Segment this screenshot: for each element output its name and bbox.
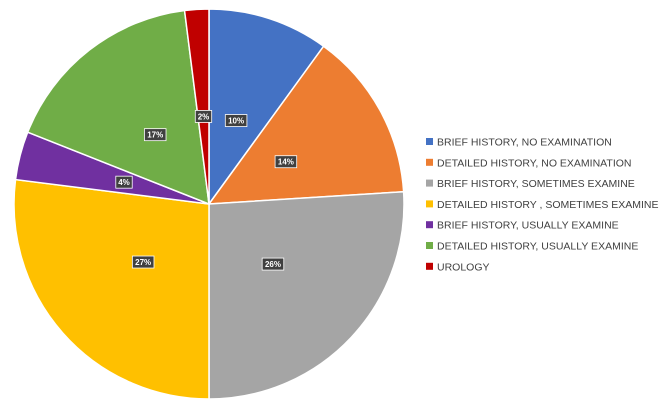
pie-slice-brief-history-no-examination — [208, 8, 325, 207]
data-label-text: 26% — [265, 260, 281, 269]
data-label-text: 2% — [198, 112, 210, 121]
legend-label: DETAILED HISTORY, NO EXAMINATION — [437, 157, 632, 169]
data-label-text: 10% — [228, 117, 244, 126]
legend-swatch — [426, 242, 433, 249]
data-label-brief-history-no-examination: 10% — [224, 114, 248, 127]
legend-swatch — [426, 262, 433, 270]
slice-labels: 10% 14% 26% 27% 4% 17% 2% — [115, 110, 298, 271]
data-label-text: 4% — [118, 178, 130, 187]
data-label-urology: 2% — [194, 110, 213, 123]
data-label-box — [274, 155, 298, 169]
legend-item-detailed-history-usually-examine: DETAILED HISTORY, USUALLY EXAMINE — [426, 241, 638, 253]
legend-item-detailed-history-no-examination: DETAILED HISTORY, NO EXAMINATION — [426, 157, 632, 169]
pie-slices — [13, 8, 405, 400]
legend-swatch — [426, 221, 433, 229]
legend-swatch — [426, 138, 433, 145]
pie-slice-detailed-history-sometimes-examine — [13, 178, 210, 400]
data-label-text: 27% — [135, 258, 151, 267]
data-label-brief-history-sometimes-examine: 26% — [261, 257, 285, 271]
pie-slice-detailed-history-usually-examine — [26, 9, 210, 206]
legend-label: BRIEF HISTORY, SOMETIMES EXAMINE — [437, 178, 635, 190]
legend-item-urology: UROLOGY — [426, 261, 490, 273]
data-label-detailed-history-sometimes-examine: 27% — [131, 255, 155, 269]
legend-item-detailed-history-sometimes-examine: DETAILED HISTORY , SOMETIMES EXAMINE — [426, 199, 659, 211]
legend-label: BRIEF HISTORY, NO EXAMINATION — [437, 137, 612, 149]
legend-swatch — [426, 200, 433, 208]
data-label-brief-history-usually-examine: 4% — [115, 175, 133, 189]
legend-label: DETAILED HISTORY, USUALLY EXAMINE — [437, 241, 638, 253]
legend: BRIEF HISTORY, NO EXAMINATION DETAILED HI… — [426, 137, 659, 273]
data-label-box — [224, 114, 248, 127]
data-label-box — [144, 128, 167, 142]
legend-label: UROLOGY — [437, 261, 490, 273]
legend-item-brief-history-sometimes-examine: BRIEF HISTORY, SOMETIMES EXAMINE — [426, 178, 635, 190]
pie-slice-detailed-history-no-examination — [207, 45, 405, 205]
legend-label: BRIEF HISTORY, USUALLY EXAMINE — [437, 220, 619, 232]
data-label-box — [261, 257, 285, 271]
data-label-box — [131, 255, 155, 269]
legend-item-brief-history-usually-examine: BRIEF HISTORY, USUALLY EXAMINE — [426, 220, 619, 232]
data-label-box — [115, 175, 133, 189]
legend-swatch — [426, 158, 433, 166]
legend-label: DETAILED HISTORY , SOMETIMES EXAMINE — [437, 199, 659, 211]
data-label-detailed-history-no-examination: 14% — [274, 155, 298, 169]
data-label-text: 17% — [147, 131, 163, 140]
data-label-detailed-history-usually-examine: 17% — [144, 128, 167, 142]
legend-swatch — [426, 179, 433, 187]
data-label-text: 14% — [278, 158, 294, 167]
legend-item-brief-history-no-examination: BRIEF HISTORY, NO EXAMINATION — [426, 137, 612, 149]
pie-slice-urology — [183, 8, 210, 205]
pie-slice-brief-history-sometimes-examine — [208, 190, 405, 400]
data-label-box — [194, 110, 213, 123]
